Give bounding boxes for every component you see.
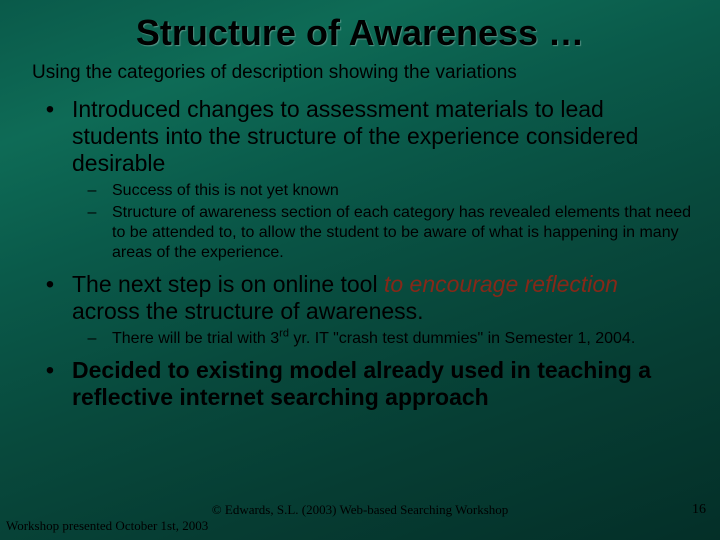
bullet-2: • The next step is on online tool to enc… xyxy=(28,271,692,325)
slide-subtitle: Using the categories of description show… xyxy=(32,62,692,84)
slide-title: Structure of Awareness … xyxy=(28,12,692,54)
dash-marker: – xyxy=(72,329,112,349)
bullet-text-after: across the structure of awareness. xyxy=(72,298,424,324)
slide: Structure of Awareness … Using the categ… xyxy=(0,0,720,540)
bullet-marker: • xyxy=(28,96,72,177)
footer-left: Workshop presented October 1st, 2003 xyxy=(6,518,208,534)
bullet-2-sub-1: – There will be trial with 3rd yr. IT "c… xyxy=(72,329,692,349)
bullet-marker: • xyxy=(28,357,72,411)
bullet-1-sub-2: – Structure of awareness section of each… xyxy=(72,203,692,263)
bullet-1-sub-1: – Success of this is not yet known xyxy=(72,181,692,201)
bullet-3: • Decided to existing model already used… xyxy=(28,357,692,411)
sub-text: Success of this is not yet known xyxy=(112,181,339,201)
bullet-marker: • xyxy=(28,271,72,325)
footer-center: © Edwards, S.L. (2003) Web-based Searchi… xyxy=(0,502,720,518)
bullet-1: • Introduced changes to assessment mater… xyxy=(28,96,692,177)
bullet-text: Introduced changes to assessment materia… xyxy=(72,96,692,177)
dash-marker: – xyxy=(72,203,112,263)
dash-marker: – xyxy=(72,181,112,201)
sub-text-before: There will be trial with 3 xyxy=(112,330,279,347)
sub-text: Structure of awareness section of each c… xyxy=(112,203,692,263)
footer: © Edwards, S.L. (2003) Web-based Searchi… xyxy=(0,502,720,534)
bullet-text-before: The next step is on online tool xyxy=(72,271,384,297)
footer-page-number: 16 xyxy=(692,502,706,518)
sub-text-sup: rd xyxy=(279,328,289,340)
bullet-text: Decided to existing model already used i… xyxy=(72,357,692,411)
bullet-text: The next step is on online tool to encou… xyxy=(72,271,692,325)
bullet-text-highlight: to encourage reflection xyxy=(384,271,618,297)
sub-text: There will be trial with 3rd yr. IT "cra… xyxy=(112,329,635,349)
sub-text-after: yr. IT "crash test dummies" in Semester … xyxy=(289,330,635,347)
